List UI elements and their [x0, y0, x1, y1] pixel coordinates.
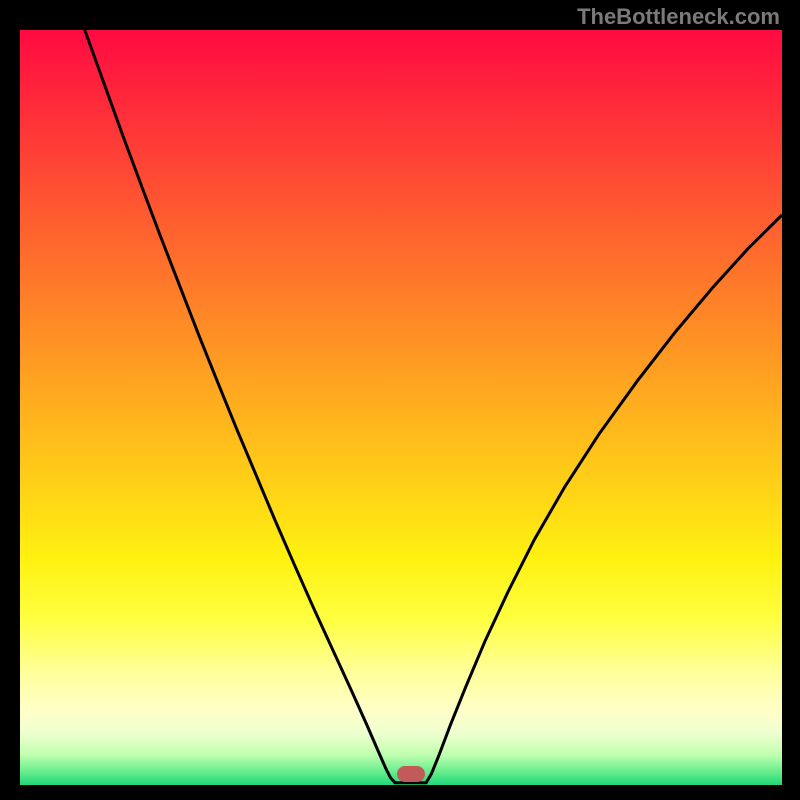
bottleneck-curve: [20, 30, 782, 785]
watermark-text: TheBottleneck.com: [577, 4, 780, 30]
curve-path: [85, 30, 782, 783]
optimal-point-marker: [397, 766, 425, 782]
plot-area: [20, 30, 782, 785]
chart-container: TheBottleneck.com: [0, 0, 800, 800]
